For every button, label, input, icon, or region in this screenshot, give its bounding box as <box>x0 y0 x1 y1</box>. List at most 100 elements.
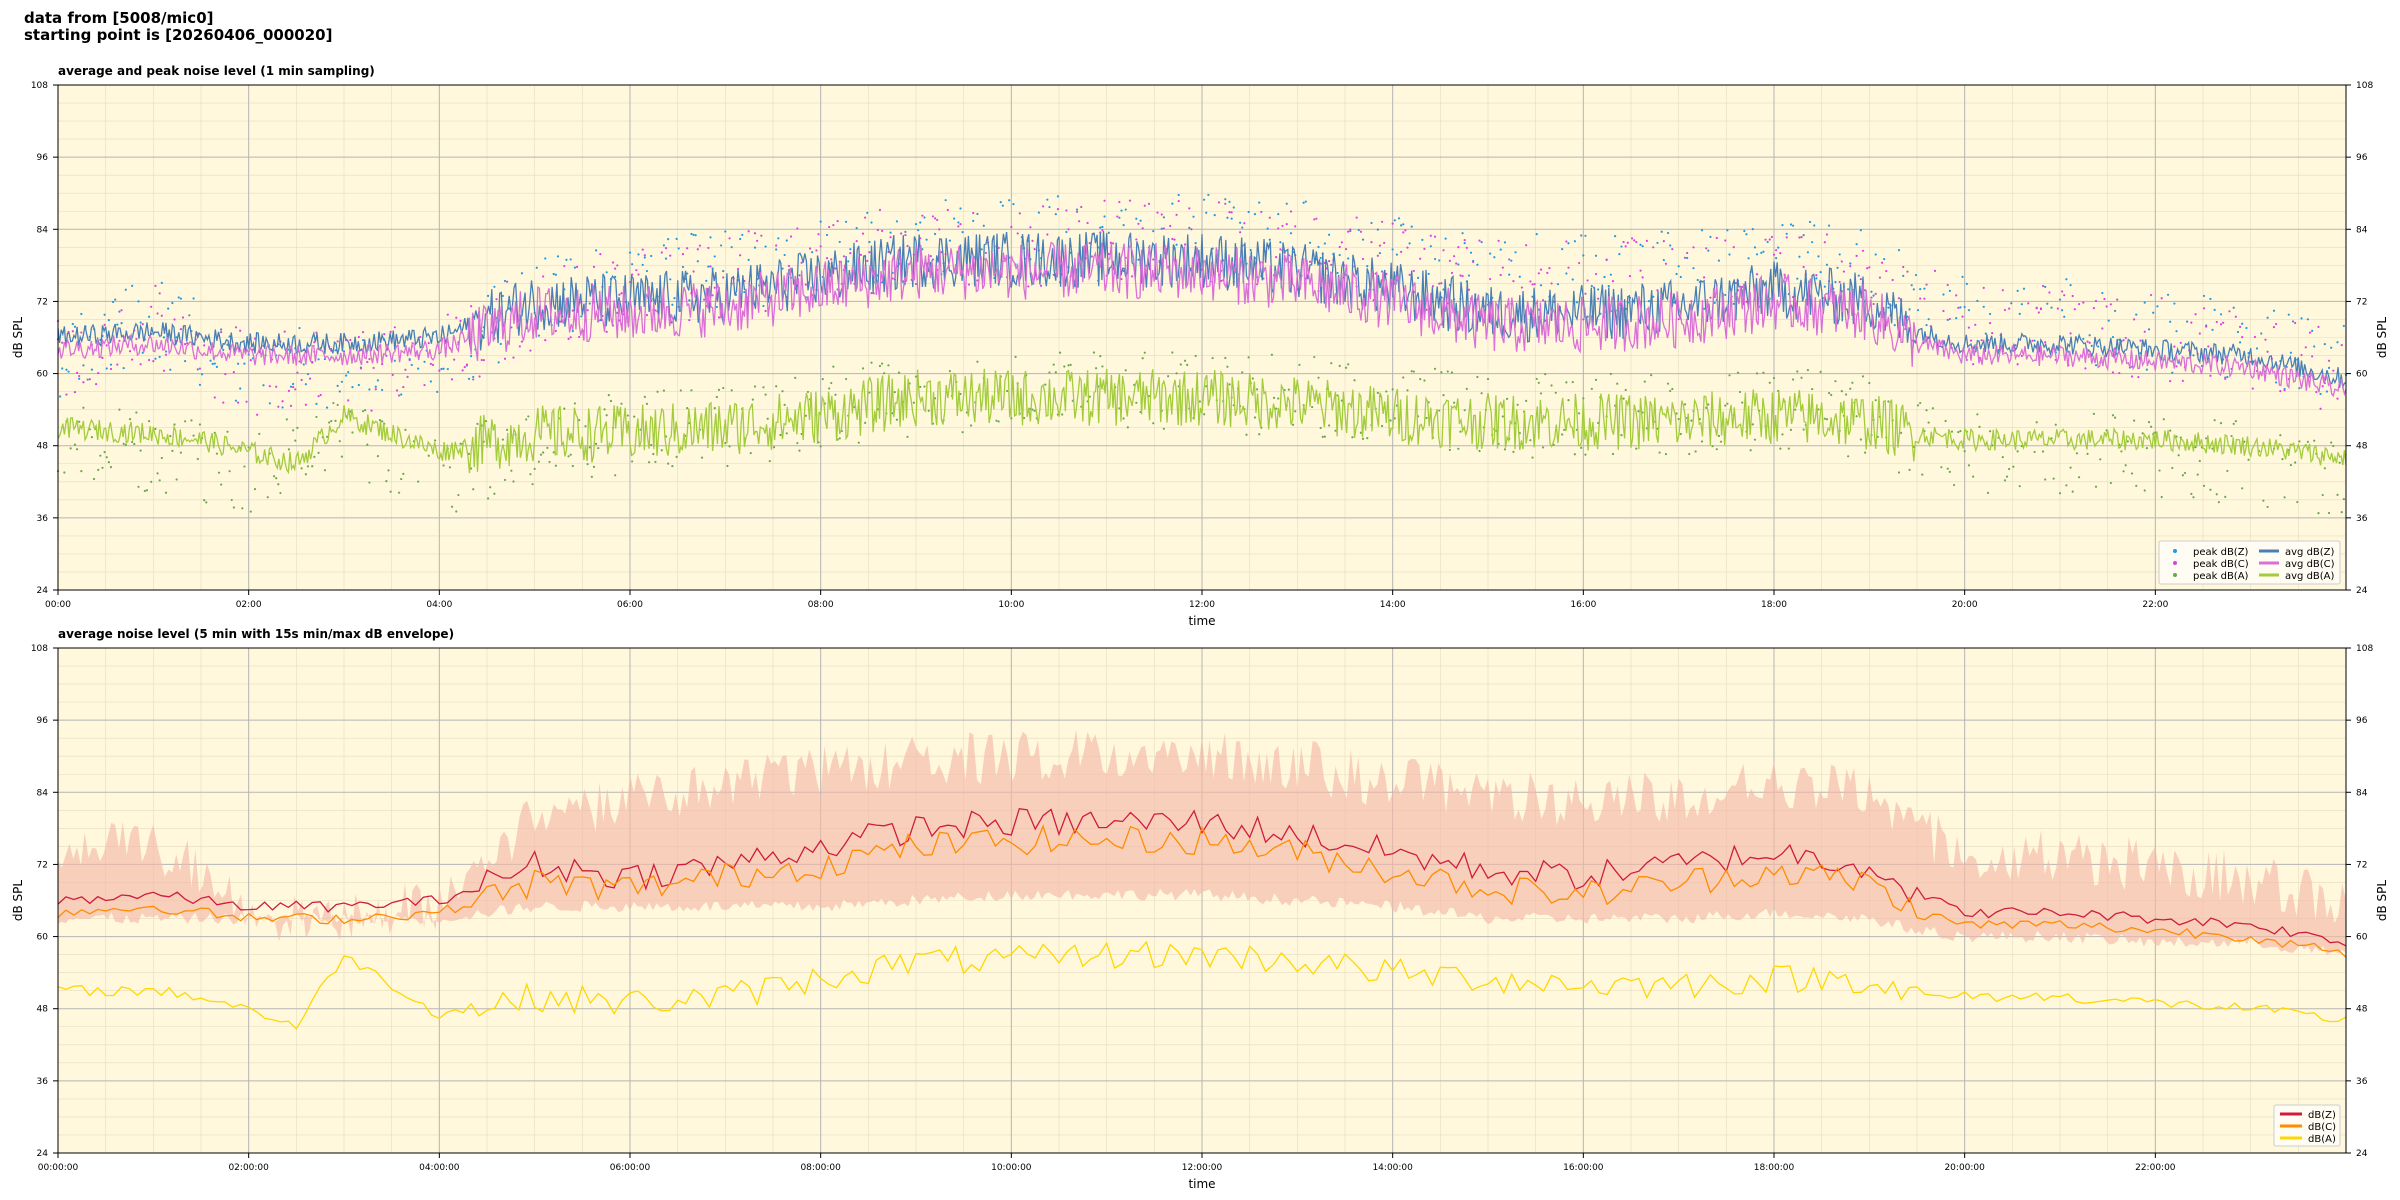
peak-point <box>2226 469 2229 473</box>
peak-point <box>2321 385 2324 388</box>
peak-point <box>1012 203 1015 206</box>
peak-point <box>592 465 596 469</box>
peak-point <box>1616 382 1619 385</box>
peak-point <box>1315 217 1318 220</box>
peak-point <box>1152 422 1155 425</box>
peak-point <box>1952 483 1956 487</box>
peak-point <box>2171 371 2174 374</box>
peak-point <box>1469 251 1473 254</box>
peak-point <box>453 358 456 361</box>
peak-point <box>2236 330 2240 334</box>
peak-point <box>1755 372 1759 375</box>
peak-point <box>1518 275 1521 278</box>
peak-point <box>917 229 920 232</box>
peak-point <box>105 367 108 370</box>
peak-point <box>2327 359 2331 362</box>
peak-point <box>82 364 85 367</box>
peak-point <box>2111 335 2115 339</box>
ytick-label-right: 72 <box>2356 297 2367 307</box>
peak-point <box>961 431 964 434</box>
peak-point <box>933 217 937 220</box>
peak-point <box>707 246 710 250</box>
peak-point <box>1675 412 1678 415</box>
peak-point <box>881 229 884 232</box>
peak-point <box>2266 350 2269 353</box>
peak-point <box>1857 274 1860 277</box>
peak-point <box>539 453 543 456</box>
peak-point <box>1275 256 1278 259</box>
peak-point <box>567 455 570 458</box>
peak-point <box>1395 253 1399 256</box>
peak-point <box>914 222 918 226</box>
peak-point <box>2224 495 2227 498</box>
peak-point <box>686 406 689 410</box>
peak-point <box>967 283 971 286</box>
peak-point <box>1868 381 1871 385</box>
peak-point <box>160 281 163 284</box>
peak-point <box>1361 437 1365 440</box>
peak-point <box>633 415 636 418</box>
peak-point <box>1503 448 1507 451</box>
peak-point <box>2202 484 2206 487</box>
peak-point <box>2224 377 2227 380</box>
peak-point <box>897 371 901 374</box>
peak-point <box>571 329 574 333</box>
peak-point <box>1827 391 1831 395</box>
peak-point <box>1982 305 1985 308</box>
peak-point <box>2238 341 2242 344</box>
peak-point <box>101 466 104 469</box>
peak-point <box>1406 389 1409 392</box>
peak-point <box>2313 439 2316 442</box>
peak-point <box>1618 253 1621 256</box>
legend-entry: avg dB(Z) <box>2285 547 2335 558</box>
peak-point <box>811 251 814 254</box>
peak-point <box>1308 260 1312 263</box>
peak-point <box>1459 274 1462 277</box>
peak-point <box>374 385 377 388</box>
peak-point <box>715 395 718 399</box>
peak-point <box>429 380 432 383</box>
peak-point <box>804 283 807 286</box>
peak-point <box>1065 209 1068 212</box>
peak-point <box>200 373 204 376</box>
peak-point <box>2041 450 2045 453</box>
peak-point <box>275 385 278 388</box>
peak-point <box>1217 201 1221 204</box>
xtick-label: 08:00 <box>808 600 834 610</box>
peak-point <box>1762 371 1765 374</box>
peak-point <box>1247 356 1250 359</box>
peak-point <box>597 446 600 450</box>
peak-point <box>277 483 280 486</box>
peak-point <box>563 407 566 410</box>
peak-point <box>2018 485 2021 488</box>
peak-point <box>336 340 339 343</box>
peak-point <box>673 296 676 300</box>
peak-point <box>1787 447 1790 450</box>
peak-point <box>870 221 873 224</box>
peak-point <box>1847 455 1850 458</box>
peak-point <box>1779 447 1782 450</box>
peak-point <box>179 297 182 300</box>
peak-point <box>690 389 693 392</box>
peak-point <box>427 454 430 457</box>
peak-point <box>940 251 943 254</box>
peak-point <box>580 315 583 318</box>
xtick-label: 22:00:00 <box>2135 1163 2176 1173</box>
peak-point <box>2336 493 2339 496</box>
ytick-label-right: 96 <box>2356 716 2368 726</box>
peak-point <box>1152 258 1155 261</box>
peak-point <box>1620 433 1623 437</box>
peak-point <box>1241 226 1244 229</box>
peak-point <box>1467 274 1471 277</box>
peak-point <box>794 376 797 379</box>
peak-point <box>2065 484 2068 487</box>
legend-entry: avg dB(A) <box>2285 571 2335 582</box>
peak-point <box>1582 397 1585 400</box>
peak-point <box>292 382 295 386</box>
peak-point <box>1874 253 1877 256</box>
peak-point <box>724 230 727 233</box>
peak-point <box>1147 202 1151 205</box>
peak-point <box>1603 275 1606 279</box>
peak-point <box>1745 300 1748 303</box>
peak-point <box>578 419 581 422</box>
